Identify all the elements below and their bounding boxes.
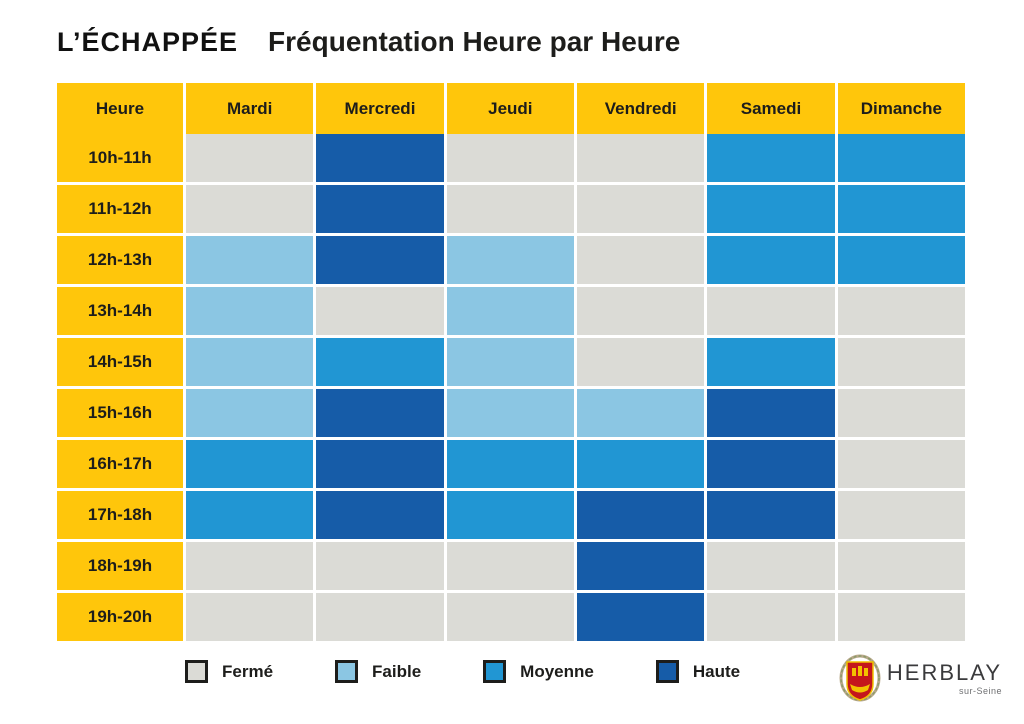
row-header-hour: 18h-19h [57, 542, 183, 590]
heatmap-cell-ferme [707, 542, 835, 590]
heatmap-cell-haute [316, 185, 444, 233]
heatmap-cell-moyenne [707, 236, 835, 284]
heatmap-cell-haute [577, 593, 705, 641]
heatmap-cell-haute [316, 389, 444, 437]
heatmap-cell-moyenne [186, 491, 314, 539]
heatmap-cell-haute [707, 491, 835, 539]
column-header-mardi: Mardi [186, 83, 314, 135]
heatmap-cell-ferme [186, 542, 314, 590]
row-header-hour: 17h-18h [57, 491, 183, 539]
heatmap-cell-moyenne [707, 134, 835, 182]
heatmap-cell-ferme [837, 338, 965, 386]
heatmap-cell-ferme [837, 491, 965, 539]
heatmap-cell-ferme [316, 542, 444, 590]
heatmap-cell-moyenne [316, 338, 444, 386]
heatmap-cell-faible [446, 338, 574, 386]
legend-label: Fermé [222, 661, 274, 681]
herblay-subtitle: sur-Seine [958, 686, 1002, 696]
legend: Fermé Faible Moyenne Haute [185, 660, 1024, 683]
column-header-samedi: Samedi [707, 83, 835, 135]
heatmap-cell-ferme [837, 389, 965, 437]
heatmap-cell-ferme [577, 236, 705, 284]
column-header-jeudi: Jeudi [446, 83, 574, 135]
ferme-swatch-icon [185, 660, 208, 683]
page-header: L’ÉCHAPPÉE Fréquentation Heure par Heure [0, 0, 1024, 58]
heatmap-cell-ferme [837, 542, 965, 590]
row-header-hour: 13h-14h [57, 287, 183, 335]
heatmap-cell-ferme [837, 287, 965, 335]
heatmap-cell-ferme [446, 542, 574, 590]
herblay-text: HERBLAY sur-Seine [886, 654, 1002, 697]
heatmap-cell-haute [707, 440, 835, 488]
heatmap-cell-moyenne [837, 134, 965, 182]
row-header-hour: 14h-15h [57, 338, 183, 386]
heatmap-cell-faible [446, 287, 574, 335]
heatmap-cell-ferme [446, 185, 574, 233]
heatmap-cell-ferme [577, 287, 705, 335]
row-header-hour: 15h-16h [57, 389, 183, 437]
column-header-heure: Heure [57, 83, 183, 135]
heatmap-cell-faible [577, 389, 705, 437]
heatmap-cell-faible [186, 287, 314, 335]
heatmap-cell-faible [446, 389, 574, 437]
legend-label: Moyenne [520, 661, 594, 681]
heatmap-cell-ferme [186, 134, 314, 182]
row-header-hour: 11h-12h [57, 185, 183, 233]
faible-swatch-icon [335, 660, 359, 683]
heatmap-cell-moyenne [837, 236, 965, 284]
heatmap-cell-moyenne [707, 185, 835, 233]
echappee-logo: L’ÉCHAPPÉE [57, 26, 239, 57]
heatmap-cell-moyenne [577, 440, 705, 488]
row-header-hour: 16h-17h [57, 440, 183, 488]
heatmap-cell-faible [186, 236, 314, 284]
heatmap-cell-ferme [577, 185, 705, 233]
heatmap-cell-faible [446, 236, 574, 284]
legend-item-moyenne: Moyenne [483, 660, 594, 683]
row-header-hour: 19h-20h [57, 593, 183, 641]
legend-label: Haute [692, 661, 741, 681]
heatmap-grid: Heure Mardi Mercredi Jeudi Vendredi Samedi Dim… [57, 83, 965, 641]
heatmap-cell-haute [316, 491, 444, 539]
heatmap-cell-ferme [577, 134, 705, 182]
heatmap-cell-ferme [577, 338, 705, 386]
row-header-hour: 10h-11h [57, 134, 183, 182]
heatmap-cell-haute [316, 440, 444, 488]
legend-item-faible: Faible [335, 660, 421, 683]
heatmap-cell-moyenne [707, 338, 835, 386]
heatmap-cell-moyenne [446, 440, 574, 488]
heatmap-cell-ferme [186, 185, 314, 233]
heatmap-cell-haute [577, 491, 705, 539]
heatmap-cell-faible [186, 338, 314, 386]
herblay-logo: HERBLAY sur-Seine [839, 654, 1002, 702]
page-title: Fréquentation Heure par Heure [268, 26, 681, 57]
heatmap-cell-haute [316, 236, 444, 284]
heatmap-cell-ferme [316, 593, 444, 641]
legend-item-haute: Haute [655, 660, 741, 683]
heatmap-cell-ferme [837, 440, 965, 488]
legend-item-ferme: Fermé [185, 660, 273, 683]
herblay-name: HERBLAY [886, 660, 1002, 685]
haute-swatch-icon [655, 660, 679, 683]
heatmap-cell-haute [577, 542, 705, 590]
heatmap-cell-ferme [186, 593, 314, 641]
column-header-mercredi: Mercredi [316, 83, 444, 135]
column-header-dimanche: Dimanche [837, 83, 965, 135]
row-header-hour: 12h-13h [57, 236, 183, 284]
heatmap-cell-haute [316, 134, 444, 182]
moyenne-swatch-icon [483, 660, 507, 683]
heatmap-cell-faible [186, 389, 314, 437]
herblay-crest-icon [839, 654, 881, 702]
heatmap-cell-moyenne [837, 185, 965, 233]
heatmap-cell-ferme [446, 593, 574, 641]
heatmap-cell-ferme [707, 593, 835, 641]
heatmap-cell-moyenne [186, 440, 314, 488]
heatmap-cell-moyenne [446, 491, 574, 539]
heatmap-cell-ferme [707, 287, 835, 335]
column-header-vendredi: Vendredi [577, 83, 705, 135]
heatmap-cell-ferme [446, 134, 574, 182]
heatmap-cell-haute [707, 389, 835, 437]
heatmap-cell-ferme [837, 593, 965, 641]
heatmap-cell-ferme [316, 287, 444, 335]
legend-label: Faible [372, 661, 422, 681]
